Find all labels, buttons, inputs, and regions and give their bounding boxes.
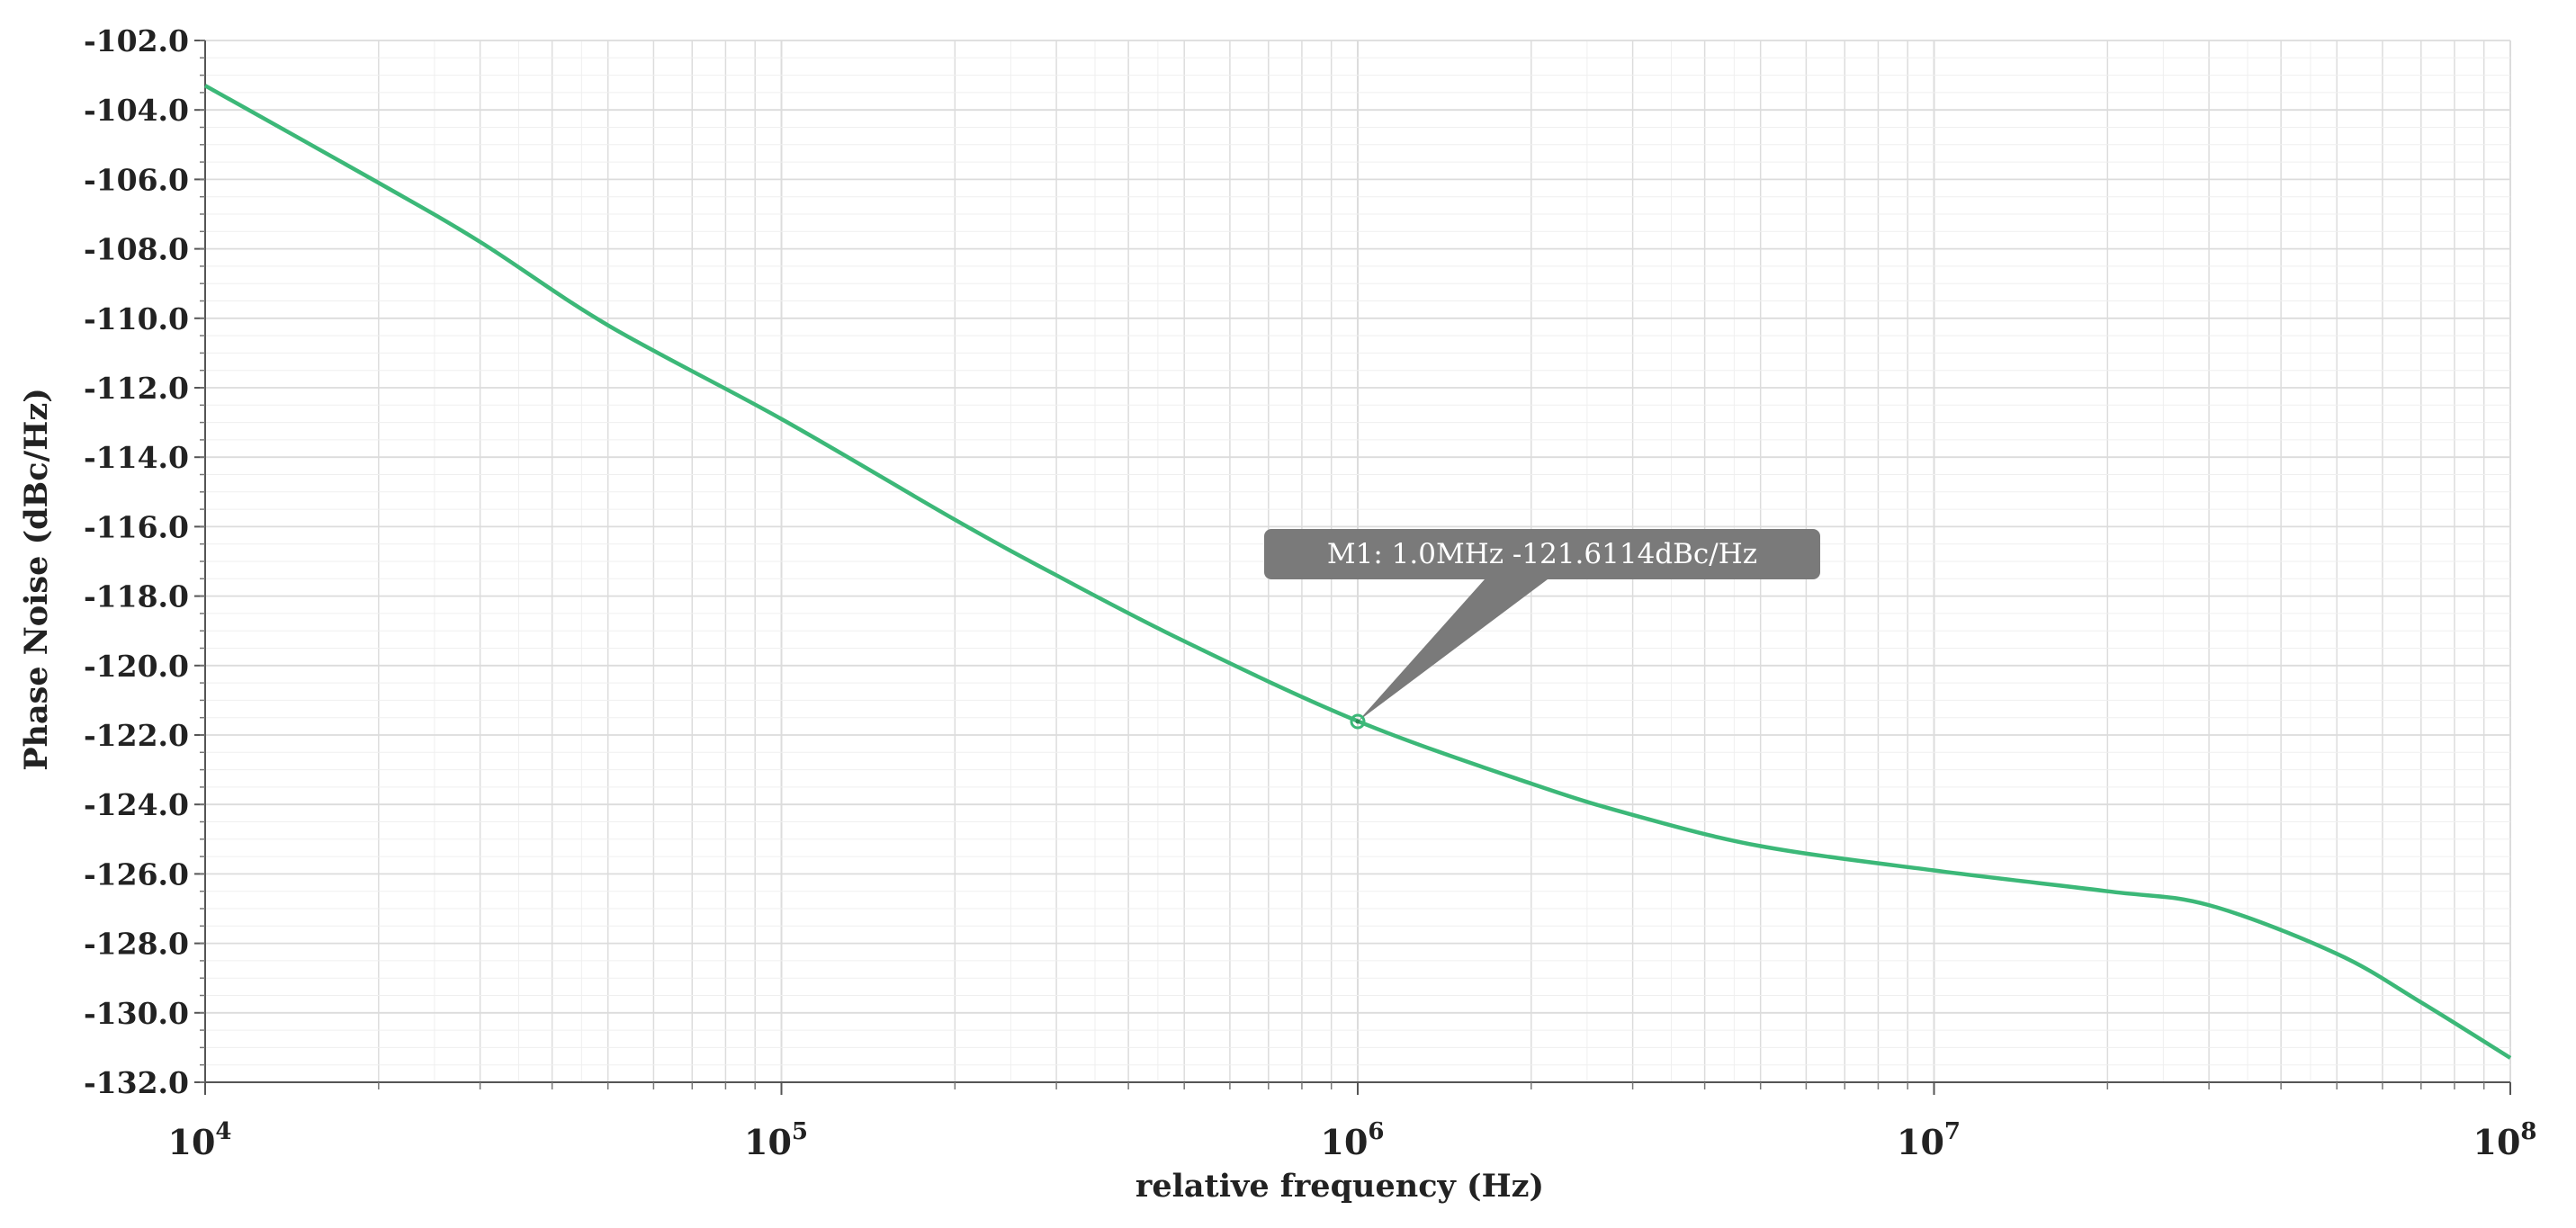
y-tick-label: -102.0 (84, 23, 189, 58)
y-tick-label: -128.0 (84, 927, 189, 962)
x-tick-label: 104 (168, 1118, 232, 1162)
y-tick-label: -104.0 (84, 93, 189, 128)
y-tick-label: -118.0 (84, 579, 189, 614)
y-tick-label: -130.0 (84, 996, 189, 1031)
x-axis-title: relative frequency (Hz) (1135, 1168, 1544, 1205)
marker-label-text: M1: 1.0MHz -121.6114dBc/Hz (1327, 538, 1757, 570)
marker-pointer (1358, 579, 1548, 722)
y-tick-label: -114.0 (84, 440, 189, 475)
marker-label-box (1264, 529, 1820, 579)
axis-layer: -102.0 -104.0 -106.0 -108.0 -110.0 -112.0 -114… (84, 23, 2537, 1162)
y-tick-label: -120.0 (84, 649, 189, 684)
series-layer (203, 84, 2512, 1060)
y-tick-label: -112.0 (84, 371, 189, 406)
y-tick-label: -132.0 (84, 1065, 189, 1100)
y-tick-label: -126.0 (84, 856, 189, 892)
grid-layer (204, 40, 2511, 1083)
y-tick-label: -124.0 (84, 787, 189, 822)
marker-layer: M1: 1.0MHz -121.6114dBc/Hz (1264, 529, 1820, 730)
y-tick-label: -110.0 (84, 301, 189, 336)
x-tick-label: 108 (2473, 1118, 2537, 1162)
x-tick-label: 106 (1321, 1118, 1385, 1162)
y-tick-label: -108.0 (84, 232, 189, 267)
y-tick-label: -116.0 (84, 509, 189, 544)
y-axis-title: Phase Noise (dBc/Hz) (18, 388, 55, 771)
x-tick-label: 105 (744, 1118, 808, 1162)
marker-point (1350, 713, 1366, 730)
y-tick-label: -106.0 (84, 162, 189, 197)
y-tick-label: -122.0 (84, 718, 189, 753)
x-tick-label: 107 (1897, 1118, 1961, 1162)
series-line (203, 84, 2512, 1060)
marker-point-center (1355, 719, 1360, 724)
